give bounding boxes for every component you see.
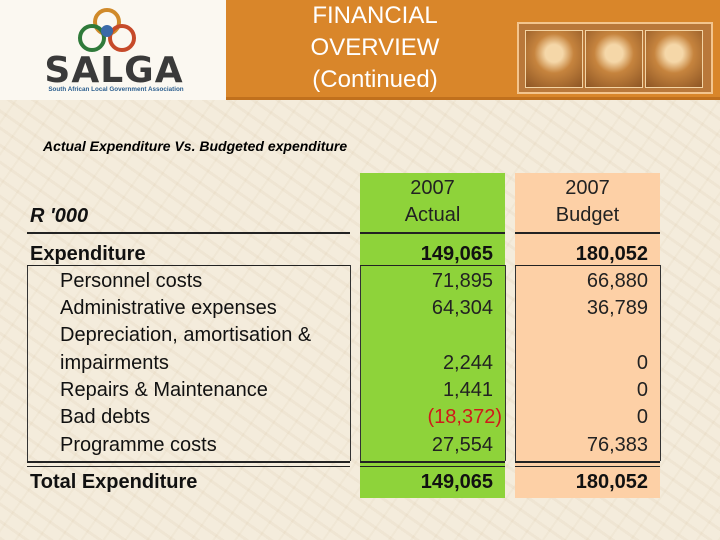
photo-1 [525, 30, 583, 88]
row-actual-negative: (18,372) [427, 406, 503, 428]
rule-bottom2-budget [515, 466, 660, 467]
row-budget: 66,880 [586, 270, 648, 292]
row-actual: 27,554 [431, 434, 493, 456]
row-budget: 0 [636, 352, 648, 374]
frame-actual-left [360, 265, 361, 461]
row-actual: 2,244 [442, 352, 493, 374]
frame-right [350, 265, 351, 461]
unit-label: R '000 [30, 205, 89, 227]
row-actual: 1,441 [442, 379, 493, 401]
rule-bottom2-actual [360, 466, 505, 467]
expenditure-budget: 180,052 [575, 243, 648, 265]
row-budget: 0 [636, 406, 648, 428]
row-budget: 0 [636, 379, 648, 401]
photo-strip [517, 22, 713, 94]
rule-bottom2-label [27, 466, 350, 467]
header-divider [0, 97, 720, 100]
rule-bottom-budget [515, 461, 660, 463]
total-label: Total Expenditure [30, 471, 198, 493]
budget-header-label: Budget [555, 204, 620, 226]
photo-3 [645, 30, 703, 88]
actual-column-header: 2007 Actual [360, 175, 505, 229]
rule-top-label [27, 232, 350, 234]
total-budget: 180,052 [575, 471, 648, 493]
row-label: Repairs & Maintenance [60, 379, 268, 401]
logo-text: SALGA [44, 50, 184, 91]
rule-mid-budget [515, 265, 660, 266]
budget-column-bg [515, 173, 660, 498]
row-label: Depreciation, amortisation & [60, 324, 312, 346]
actual-header-label: Actual [404, 204, 461, 226]
row-label: Bad debts [60, 406, 151, 428]
rule-mid-label [27, 265, 350, 266]
title-line-2: OVERVIEW [310, 34, 440, 61]
expenditure-actual: 149,065 [420, 243, 493, 265]
row-label: impairments [60, 352, 169, 374]
photo-2 [585, 30, 643, 88]
row-actual: 64,304 [431, 297, 493, 319]
frame-budget-left [515, 265, 516, 461]
title-line-1: FINANCIAL [312, 2, 438, 29]
budget-column-header: 2007 Budget [515, 175, 660, 229]
rule-top-actual [360, 232, 505, 234]
rule-bottom-label [27, 461, 350, 463]
row-budget: 76,383 [586, 434, 648, 456]
salga-logo: SALGA South African Local Government Ass… [0, 0, 226, 100]
frame-actual-right [505, 265, 506, 461]
row-budget: 36,789 [586, 297, 648, 319]
actual-column-bg [360, 173, 505, 498]
rule-bottom-actual [360, 461, 505, 463]
row-label: Personnel costs [60, 270, 203, 292]
page-title: FINANCIAL OVERVIEW (Continued) [270, 0, 480, 96]
title-line-3: (Continued) [312, 66, 438, 93]
rule-mid-actual [360, 265, 505, 266]
logo-tagline: South African Local Government Associati… [48, 86, 184, 93]
row-actual: 71,895 [431, 270, 493, 292]
rule-top-budget [515, 232, 660, 234]
actual-header-year: 2007 [410, 177, 455, 199]
slide-subtitle: Actual Expenditure Vs. Budgeted expendit… [43, 138, 348, 154]
row-label: Administrative expenses [60, 297, 277, 319]
salga-emblem-icon [78, 8, 136, 52]
total-actual: 149,065 [420, 471, 493, 493]
budget-header-year: 2007 [565, 177, 610, 199]
frame-left [27, 265, 28, 461]
expenditure-label: Expenditure [30, 243, 146, 265]
row-label: Programme costs [60, 434, 217, 456]
frame-budget-right [660, 265, 661, 461]
